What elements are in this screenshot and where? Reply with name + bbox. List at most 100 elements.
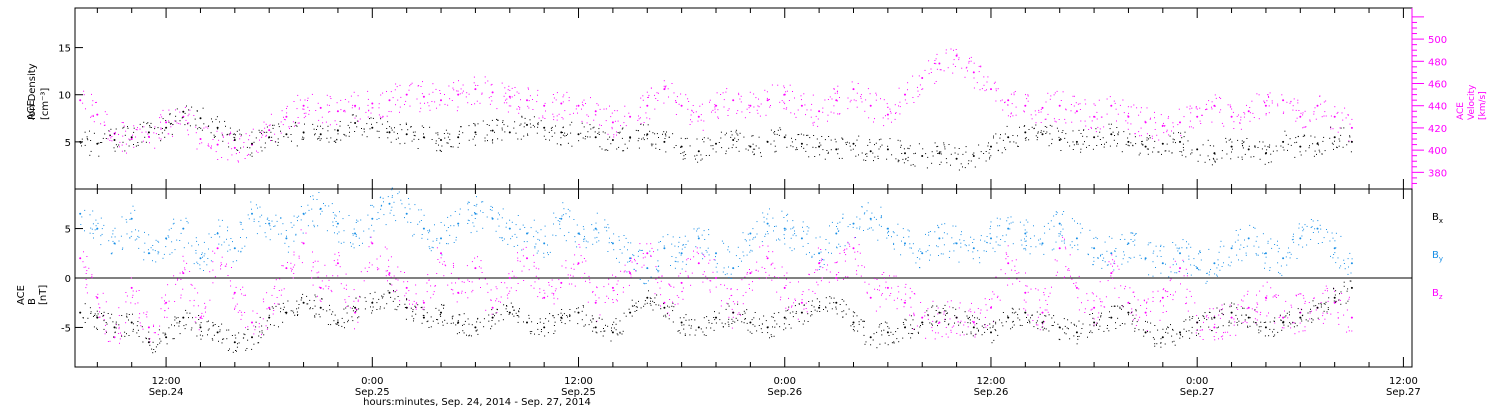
data-point (498, 225, 500, 227)
data-point (169, 114, 171, 116)
data-point (819, 236, 821, 238)
data-point (441, 145, 443, 147)
data-point (225, 265, 227, 267)
data-point (770, 129, 772, 131)
data-point (388, 274, 390, 276)
data-point (726, 88, 728, 90)
data-point (1288, 247, 1289, 249)
data-point (1258, 118, 1260, 120)
data-point (1247, 148, 1250, 151)
data-point (96, 315, 98, 317)
data-point (261, 130, 263, 132)
data-point (899, 140, 901, 142)
data-point (188, 242, 189, 244)
data-point (1349, 252, 1351, 254)
data-point (1070, 104, 1072, 105)
data-point (765, 233, 767, 235)
data-point (1299, 145, 1302, 148)
data-point (361, 128, 362, 129)
data-point (390, 91, 392, 93)
data-point (710, 145, 712, 147)
data-point (376, 122, 378, 124)
data-point (1265, 299, 1267, 301)
data-point (914, 165, 916, 167)
data-point (357, 321, 359, 323)
data-point (771, 279, 773, 281)
data-point (860, 96, 862, 97)
data-point (1318, 231, 1319, 233)
data-point (1333, 254, 1335, 255)
data-point (247, 339, 249, 341)
data-point (551, 129, 553, 131)
data-point (1075, 140, 1078, 143)
data-point (1127, 115, 1129, 117)
data-point (282, 223, 284, 225)
data-point (570, 267, 572, 269)
data-point (938, 237, 941, 240)
data-point (1190, 295, 1192, 297)
data-point (400, 96, 402, 98)
data-point (1054, 120, 1056, 122)
data-point (147, 341, 150, 344)
data-point (201, 318, 203, 319)
data-point (258, 335, 260, 337)
data-point (638, 115, 639, 117)
data-point (1185, 296, 1187, 298)
data-point (924, 315, 926, 317)
data-point (508, 131, 511, 134)
data-point (675, 100, 677, 101)
data-point (1134, 233, 1136, 235)
data-point (454, 211, 456, 212)
data-point (149, 125, 151, 127)
data-point (1110, 104, 1113, 107)
data-point (972, 258, 974, 260)
data-point (457, 93, 460, 96)
data-point (726, 302, 728, 304)
data-point (1097, 258, 1099, 259)
data-point (1179, 140, 1181, 143)
data-point (1269, 144, 1271, 146)
data-point (503, 95, 505, 97)
data-point (139, 322, 141, 324)
data-point (231, 148, 233, 150)
data-point (792, 220, 794, 222)
data-point (598, 134, 600, 135)
data-point (234, 307, 236, 309)
data-point (278, 233, 280, 235)
data-point (1000, 269, 1002, 271)
data-point (1160, 256, 1162, 257)
data-point (495, 286, 497, 288)
data-point (700, 114, 702, 116)
data-point (741, 279, 743, 281)
data-point (1099, 139, 1101, 140)
data-point (1099, 298, 1101, 300)
data-point (590, 97, 591, 99)
data-point (355, 308, 357, 310)
data-point (962, 153, 964, 155)
data-point (435, 132, 437, 134)
data-point (383, 201, 384, 203)
data-point (203, 315, 205, 317)
data-point (895, 275, 897, 277)
data-point (1298, 110, 1300, 111)
data-point (106, 323, 108, 325)
data-point (805, 253, 807, 255)
data-point (354, 122, 357, 124)
data-point (1024, 232, 1027, 235)
data-point (115, 327, 117, 329)
data-point (674, 267, 676, 269)
data-point (990, 306, 992, 308)
data-point (1253, 245, 1255, 247)
data-point (92, 233, 94, 234)
data-point (439, 104, 441, 106)
data-point (640, 123, 642, 125)
data-point (1303, 297, 1305, 299)
data-point (239, 138, 241, 140)
data-point (387, 196, 389, 198)
data-point (703, 230, 705, 232)
data-point (671, 83, 673, 84)
data-point (993, 135, 994, 137)
data-point (165, 301, 168, 304)
data-point (1216, 158, 1218, 160)
data-point (769, 98, 770, 100)
